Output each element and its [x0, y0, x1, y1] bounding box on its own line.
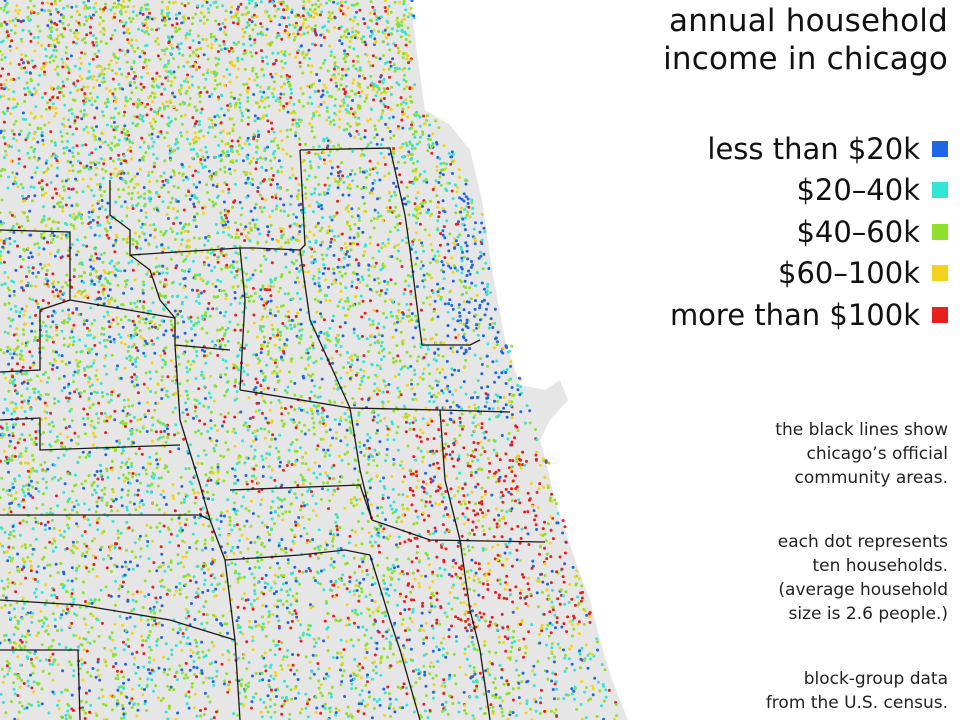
household-dots [0, 0, 619, 720]
legend-swatch [932, 182, 948, 199]
community-area-boundaries [0, 147, 546, 720]
legend-item-20-40k: $20–40k [796, 170, 948, 212]
legend-item-under-20k: less than $20k [707, 128, 948, 170]
note-line: size is 2.6 people.) [788, 604, 948, 624]
note-line: ten households. [812, 556, 948, 576]
title-line-1: annual household [669, 3, 948, 39]
income-legend: less than $20k $20–40k $40–60k $60–100k … [670, 128, 948, 336]
note-line: block-group data [803, 669, 948, 689]
legend-label: less than $20k [707, 131, 920, 166]
note-line: (average household [778, 580, 948, 600]
legend-item-over-100k: more than $100k [670, 294, 948, 336]
title-line-2: income in chicago [663, 41, 948, 77]
legend-swatch [932, 140, 948, 157]
legend-label: more than $100k [669, 297, 920, 332]
legend-label: $20–40k [796, 173, 920, 208]
note-line: community areas. [794, 468, 948, 488]
note-line: the black lines show [775, 420, 948, 440]
legend-label: $60–100k [778, 256, 920, 291]
note-line: chicago’s official [806, 444, 948, 464]
legend-item-40-60k: $40–60k [796, 211, 948, 253]
note-line: from the U.S. census. [765, 693, 948, 713]
dot-note: each dot represents ten households. (ave… [628, 530, 948, 626]
legend-swatch [932, 306, 948, 323]
map-title: annual household income in chicago [588, 2, 948, 78]
note-line: each dot represents [777, 532, 948, 552]
boundary-note: the black lines show chicago’s official … [628, 418, 948, 490]
legend-swatch [932, 265, 948, 282]
legend-item-60-100k: $60–100k [778, 253, 948, 295]
source-note: block-group data from the U.S. census. [628, 667, 948, 715]
legend-swatch [932, 223, 948, 240]
legend-label: $40–60k [796, 214, 920, 249]
